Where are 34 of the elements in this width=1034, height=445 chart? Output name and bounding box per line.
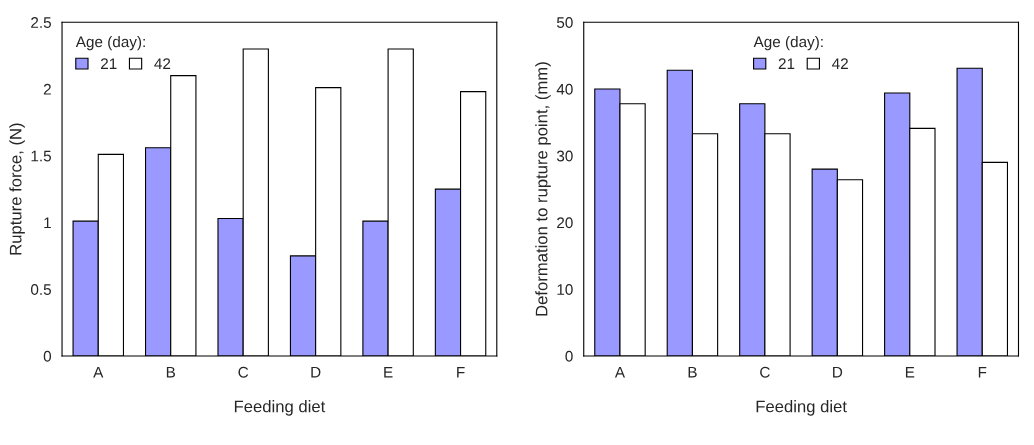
legend-label: 21 [101, 58, 117, 69]
x-tick-label: E [905, 366, 915, 378]
y-tick-label: 2 [43, 83, 51, 95]
x-tick-label: C [238, 366, 249, 378]
y-tick-label: 10 [557, 284, 573, 295]
x-tick-label: A [614, 366, 626, 378]
y-axis-title: Deformation to rupture point, (mm) [535, 62, 551, 316]
y-tick-label: 50 [556, 17, 573, 28]
legend-title: Age (day): [75, 36, 145, 51]
x-tick-label: A [93, 366, 104, 378]
x-axis-title: Feeding diet [234, 400, 326, 416]
legend-label: 21 [778, 58, 795, 69]
y-tick-label: 30 [556, 150, 573, 162]
y-tick-label: 1 [44, 217, 51, 229]
legend-title: Age (day): [753, 36, 823, 51]
x-tick-label: B [166, 366, 176, 378]
y-tick-label: 40 [556, 83, 573, 95]
legend-label: 42 [154, 58, 171, 69]
x-tick-label: F [457, 366, 465, 378]
x-tick-label: D [833, 366, 843, 378]
y-tick-label: 2.5 [31, 17, 51, 28]
y-axis-title: Rupture force, (N) [9, 123, 25, 255]
x-tick-label: C [760, 366, 770, 378]
x-tick-label: F [978, 366, 987, 378]
y-tick-label: 1.5 [31, 150, 51, 162]
x-axis-title: Feeding diet [756, 400, 847, 416]
x-tick-label: E [384, 366, 393, 378]
x-tick-label: D [311, 366, 321, 378]
y-tick-label: 0 [43, 350, 52, 362]
y-tick-label: 20 [557, 217, 573, 229]
y-tick-label: 0.5 [30, 284, 51, 295]
x-tick-label: B [688, 366, 697, 378]
y-tick-label: 0 [565, 350, 573, 362]
legend-label: 42 [832, 58, 848, 69]
